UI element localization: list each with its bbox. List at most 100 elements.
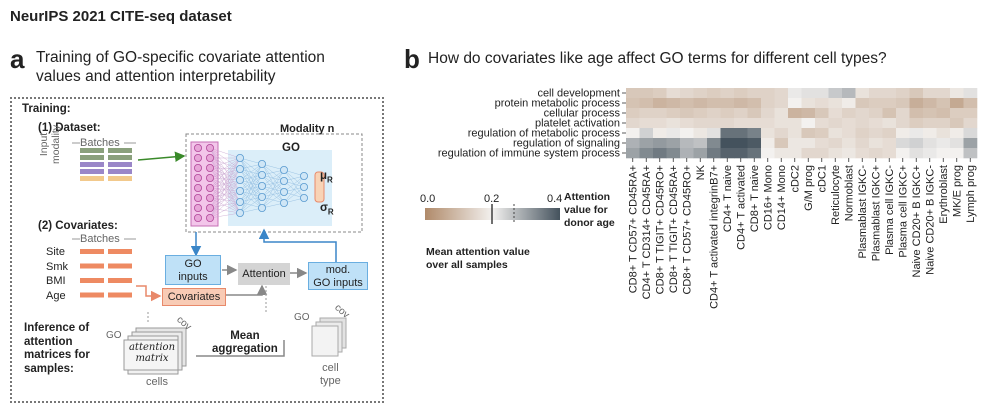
heatmap-col-label: Plasma cell IGKC-: [884, 165, 896, 255]
batches-label-top: Batches: [80, 137, 120, 149]
batch-row: [80, 169, 104, 174]
heatmap-row-label: regulation of signaling: [513, 138, 620, 150]
batch-row: [80, 162, 104, 167]
go-axis-small: GO: [106, 330, 122, 341]
heatmap-cell: [909, 148, 924, 159]
heatmap-cell: [855, 108, 870, 119]
heatmap-cell: [653, 108, 667, 119]
heatmap-row-label: cell development: [537, 88, 620, 100]
heatmap-cell: [693, 98, 708, 109]
heatmap-cell: [720, 88, 735, 99]
heatmap-cell: [707, 108, 721, 119]
network-edge: [209, 177, 241, 203]
network-node: [257, 192, 266, 201]
network-node: [193, 153, 202, 162]
network-edge: [209, 167, 241, 214]
heatmap-cell: [882, 108, 897, 119]
network-edge: [209, 157, 241, 169]
heatmap-col-label: Normoblast: [843, 165, 855, 221]
heatmap-cell: [639, 88, 654, 99]
heatmap-col-label: G/M prog: [803, 165, 815, 211]
network-node: [279, 187, 288, 196]
network-edge: [209, 168, 241, 189]
heatmap-col-label: CD8+ T CD57+ CD45RA+: [627, 165, 639, 293]
heatmap-cell: [828, 138, 843, 149]
mu-subscript: R: [327, 175, 333, 185]
covariate-row: [80, 263, 104, 269]
network-node: [279, 176, 288, 185]
network-edge: [209, 167, 241, 170]
network-node: [193, 173, 202, 182]
network-edge: [239, 163, 263, 181]
heatmap-cell: [936, 138, 951, 149]
heatmap-cell: [680, 108, 694, 119]
heatmap-cell: [720, 118, 735, 129]
heatmap-cell: [801, 98, 816, 109]
heatmap-cell: [909, 118, 924, 129]
heatmap-cell: [693, 108, 708, 119]
cell-type-line2: type: [320, 375, 341, 387]
heatmap-cell: [761, 128, 775, 139]
heatmap-cell: [842, 88, 856, 99]
batch-row: [108, 155, 132, 160]
network-node: [193, 183, 202, 192]
heatmap-cell: [882, 98, 897, 109]
heatmap-column-labels: CD8+ T CD57+ CD45RA+ CD4+ T CD314+ CD45RA…: [627, 158, 977, 309]
heatmap-cell: [666, 138, 681, 149]
mod-go-inputs-line2: GO inputs: [313, 277, 363, 289]
heatmap-cell: [747, 98, 762, 109]
heatmap-legend: [425, 204, 560, 224]
heatmap-cell: [855, 118, 870, 129]
heatmap-col-label: Plasmablast IGKC+: [870, 165, 882, 261]
mod-go-inputs-box: mod. GO inputs: [308, 262, 368, 290]
network-node: [299, 171, 308, 180]
heatmap-cell: [923, 128, 937, 139]
go-inputs-box: GO inputs: [165, 255, 221, 285]
network-edge: [209, 212, 241, 219]
heatmap-cell: [923, 88, 937, 99]
network-node: [205, 143, 214, 152]
legend-tick-2: 0.4: [547, 193, 563, 205]
network-edge: [239, 174, 263, 214]
heatmap-cell: [923, 148, 937, 159]
heatmap-cell: [815, 138, 829, 149]
heatmap-cell: [855, 88, 870, 99]
network-edge: [261, 169, 285, 187]
heatmap-cell: [896, 128, 910, 139]
heatmap-cell: [842, 138, 856, 149]
network-node: [193, 203, 202, 212]
heatmap-cell: [626, 88, 640, 99]
heatmap-cell: [950, 128, 964, 139]
network-node: [205, 213, 214, 222]
heatmap-cell: [963, 108, 978, 119]
batch-row: [108, 162, 132, 167]
network-edge: [209, 177, 241, 181]
heatmap-cell: [680, 138, 694, 149]
heatmap-cell: [788, 128, 802, 139]
training-label: Training:: [22, 103, 71, 115]
heatmap-cell: [720, 108, 735, 119]
heatmap-cell: [869, 98, 883, 109]
network-node: [235, 186, 244, 195]
heatmap-cell: [734, 128, 748, 139]
network-edge: [209, 157, 241, 199]
heatmap-cell: [882, 118, 897, 129]
batch-row: [80, 155, 104, 160]
heatmap-cell: [734, 138, 748, 149]
heatmap-cell: [815, 148, 829, 159]
heatmap-cell: [626, 138, 640, 149]
heatmap-cell: [842, 128, 856, 139]
network-edge: [209, 179, 241, 189]
inference-label: Inference of attention matrices for samp…: [24, 322, 90, 376]
heatmap-cell: [720, 98, 735, 109]
heatmap-cell: [788, 88, 802, 99]
network-node: [257, 203, 266, 212]
figure-title: NeurIPS 2021 CITE-seq dataset: [10, 8, 232, 25]
heatmap-col-label: CD8+ T TIGIT+ CD45RO+: [654, 165, 666, 294]
heatmap-cell: [963, 148, 978, 159]
network-edge: [261, 169, 285, 198]
network-edge: [209, 187, 241, 203]
heatmap-cell: [680, 98, 694, 109]
heatmap-cell: [936, 108, 951, 119]
